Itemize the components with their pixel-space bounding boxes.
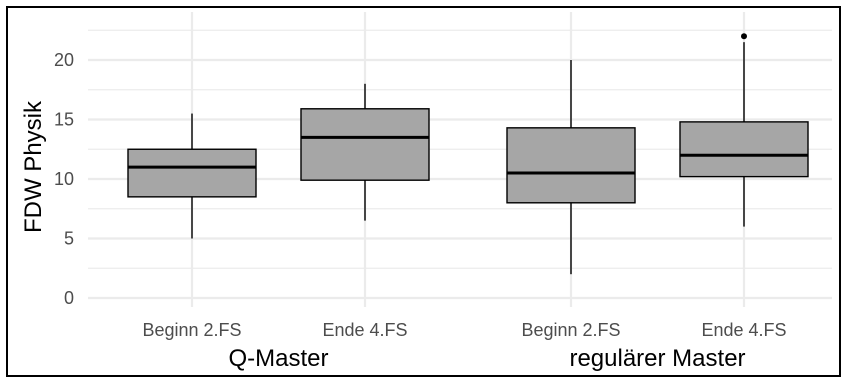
x-tick-labels: Beginn 2.FS Ende 4.FS Beginn 2.FS Ende 4.FS	[142, 320, 786, 340]
box-iqr	[300, 108, 430, 181]
x-tick-label: Beginn 2.FS	[521, 320, 620, 340]
group-label: regulärer Master	[569, 345, 745, 372]
box-iqr	[679, 121, 809, 178]
y-tick-label: 10	[54, 169, 74, 189]
y-tick-label: 0	[64, 288, 74, 308]
y-axis-label: FDW Physik	[20, 100, 47, 233]
outlier-point	[741, 33, 747, 40]
y-tick-label: 15	[54, 110, 74, 130]
box-0-1	[300, 83, 430, 221]
box-1-0	[506, 60, 636, 275]
box-iqr	[506, 127, 636, 204]
boxes-layer	[127, 33, 809, 275]
group-labels: Q-Master regulärer Master	[228, 345, 745, 372]
x-tick-label: Beginn 2.FS	[142, 320, 241, 340]
box-iqr	[127, 148, 257, 198]
x-tick-label: Ende 4.FS	[322, 320, 407, 340]
y-tick-labels: 0 5 10 15 20	[54, 50, 74, 308]
box-1-1	[679, 33, 809, 227]
box-0-0	[127, 113, 257, 239]
x-tick-label: Ende 4.FS	[701, 320, 786, 340]
group-label: Q-Master	[228, 345, 328, 372]
y-tick-label: 20	[54, 50, 74, 70]
y-tick-label: 5	[64, 229, 74, 249]
